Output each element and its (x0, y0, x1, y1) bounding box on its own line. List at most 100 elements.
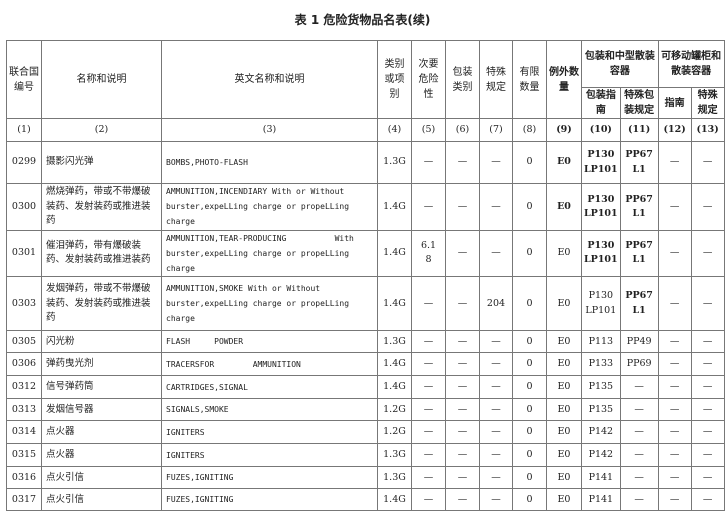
class-cell: 1.3G (377, 466, 412, 490)
header-tank-special: 特殊规定 (690, 87, 725, 119)
name-cn-cell: 发烟弹药，带或不带爆破装药、发射装药或推进装药 (41, 276, 162, 332)
packing-group-cell: — (445, 229, 480, 278)
limited-quantity-cell: 0 (512, 276, 547, 332)
header-packaging-group: 包装和中型散装容器 (581, 40, 659, 88)
subsidiary-risk-cell: — (411, 330, 446, 354)
table-row: 0303 发烟弹药，带或不带爆破装药、发射装药或推进装药 AMMUNITION,SM… (6, 276, 725, 332)
tank-instruction-cell: — (657, 466, 692, 490)
header-tank-instruction: 指南 (657, 87, 692, 119)
packing-instruction-cell: P130 LP101 (581, 276, 621, 332)
packing-group-cell: — (445, 375, 480, 400)
excepted-quantity-cell: E0 (546, 488, 582, 511)
limited-quantity-cell: 0 (512, 352, 547, 377)
excepted-quantity-cell: E0 (546, 141, 582, 184)
name-cn-cell: 催泪弹药，带有爆破装药、发射装药或推进装药 (41, 229, 162, 278)
subsidiary-risk-cell: — (411, 276, 446, 332)
packing-instruction-cell: P142 (581, 443, 621, 468)
special-provisions-cell: — (479, 352, 513, 377)
class-cell: 1.4G (377, 375, 412, 400)
class-cell: 1.3G (377, 330, 412, 354)
tank-special-cell: — (690, 330, 725, 354)
class-cell: 1.4G (377, 488, 412, 511)
tank-instruction-cell: — (657, 141, 692, 184)
header-packing-group: 包装类别 (445, 40, 480, 119)
packing-instruction-cell: P130 LP101 (581, 141, 621, 184)
excepted-quantity-cell: E0 (546, 330, 582, 354)
special-provisions-cell: — (479, 420, 513, 445)
column-number: (10) (581, 118, 621, 142)
table-row: 0314 点火器 IGNITERS 1.2G — — —0 E0 P142— — — (6, 420, 725, 445)
tank-special-cell: — (690, 276, 725, 332)
name-cn-cell: 点火引信 (41, 488, 162, 511)
name-cn-cell: 点火器 (41, 420, 162, 445)
name-en-cell: AMMUNITION,TEAR-PRODUCING With burster,e… (161, 229, 378, 278)
column-number-row: (1) (2) (3) (4) (5) (6) (7) (8) (9) (10) (11) (12)(… (6, 118, 725, 142)
special-provisions-cell: — (479, 183, 513, 231)
tank-instruction-cell: — (657, 488, 692, 511)
header-subsidiary-risk: 次要危险性 (411, 40, 446, 119)
header-packing-instruction: 包装指南 (581, 87, 621, 119)
class-cell: 1.3G (377, 443, 412, 468)
name-cn-cell: 弹药曳光剂 (41, 352, 162, 377)
tank-special-cell: — (690, 375, 725, 400)
column-number: (8) (512, 118, 547, 142)
limited-quantity-cell: 0 (512, 375, 547, 400)
packing-group-cell: — (445, 276, 480, 332)
header-english-name: 英文名称和说明 (161, 40, 378, 119)
packing-group-cell: — (445, 443, 480, 468)
limited-quantity-cell: 0 (512, 183, 547, 231)
name-en-cell: IGNITERS (161, 443, 378, 468)
name-cn-cell: 摄影闪光弹 (41, 141, 162, 184)
name-en-cell: BOMBS,PHOTO-FLASH (161, 141, 378, 184)
un-number-cell: 0305 (6, 330, 42, 354)
special-provisions-cell: — (479, 141, 513, 184)
special-packing-cell: — (619, 398, 659, 422)
table-row: 0299 摄影闪光弹 BOMBS,PHOTO-FLASH 1.3G — — —0 E0 P130… (6, 141, 725, 184)
column-number: (2) (41, 118, 162, 142)
excepted-quantity-cell: E0 (546, 420, 582, 445)
special-provisions-cell: — (479, 375, 513, 400)
subsidiary-risk-cell: 6.1 8 (411, 229, 446, 278)
table-row: 0317 点火引信 FUZES,IGNITING 1.4G — — —0 E0 P141— — — (6, 488, 725, 511)
packing-instruction-cell: P142 (581, 420, 621, 445)
class-cell: 1.4G (377, 352, 412, 377)
table-row: 0306 弹药曳光剂 TRACERSFOR AMMUNITION 1.4G — — —0 E0… (6, 352, 725, 377)
packing-group-cell: — (445, 352, 480, 377)
limited-quantity-cell: 0 (512, 443, 547, 468)
name-cn-cell: 闪光粉 (41, 330, 162, 354)
tank-special-cell: — (690, 141, 725, 184)
excepted-quantity-cell: E0 (546, 229, 582, 278)
special-provisions-cell: — (479, 466, 513, 490)
tank-instruction-cell: — (657, 352, 692, 377)
tank-instruction-cell: — (657, 229, 692, 278)
table-title: 表 1 危险货物品名表(续) (294, 13, 431, 27)
name-en-cell: IGNITERS (161, 420, 378, 445)
name-en-cell: FUZES,IGNITING (161, 488, 378, 511)
class-cell: 1.3G (377, 141, 412, 184)
class-cell: 1.2G (377, 398, 412, 422)
un-number-cell: 0312 (6, 375, 42, 400)
subsidiary-risk-cell: — (411, 488, 446, 511)
header-excepted-quantity: 例外数量 (546, 40, 582, 119)
packing-instruction-cell: P141 (581, 488, 621, 511)
column-number: (9) (546, 118, 582, 142)
name-cn-cell: 燃烧弹药，带或不带爆破装药、发射装药或推进装药 (41, 183, 162, 231)
un-number-cell: 0306 (6, 352, 42, 377)
packing-group-cell: — (445, 420, 480, 445)
table-row: 0313 发烟信号器 SIGNALS,SMOKE 1.2G — — —0 E0 P135— — — (6, 398, 725, 422)
tank-instruction-cell: — (657, 375, 692, 400)
limited-quantity-cell: 0 (512, 420, 547, 445)
special-provisions-cell: 204 (479, 276, 513, 332)
name-en-cell: SIGNALS,SMOKE (161, 398, 378, 422)
limited-quantity-cell: 0 (512, 488, 547, 511)
packing-instruction-cell: P135 (581, 375, 621, 400)
packing-instruction-cell: P141 (581, 466, 621, 490)
excepted-quantity-cell: E0 (546, 352, 582, 377)
tank-special-cell: — (690, 466, 725, 490)
subsidiary-risk-cell: — (411, 466, 446, 490)
name-cn-cell: 点火引信 (41, 466, 162, 490)
column-number: (11) (619, 118, 659, 142)
subsidiary-risk-cell: — (411, 443, 446, 468)
tank-special-cell: — (690, 352, 725, 377)
subsidiary-risk-cell: — (411, 420, 446, 445)
